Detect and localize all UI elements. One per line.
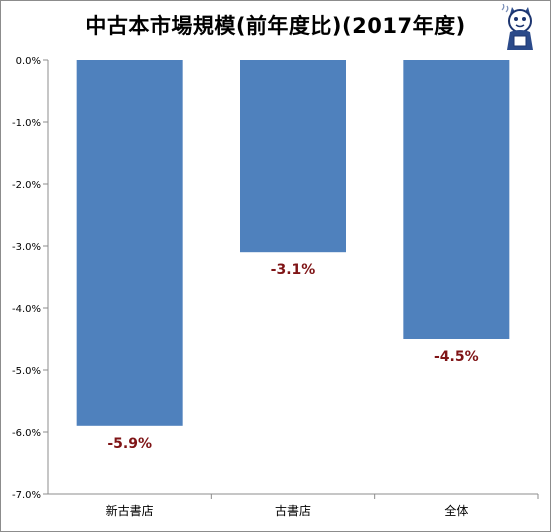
y-tick-label: -2.0% <box>12 180 41 191</box>
x-tick-label: 古書店 <box>275 503 311 518</box>
data-label: -5.9% <box>107 436 152 452</box>
x-tick-label: 全体 <box>444 503 468 518</box>
chart-title: 中古本市場規模(前年度比)(2017年度) <box>85 14 466 38</box>
data-label: -4.5% <box>434 349 479 365</box>
cat-mascot-icon <box>501 4 533 50</box>
data-label: -3.1% <box>271 262 316 278</box>
y-tick-label: -1.0% <box>12 118 41 129</box>
bar <box>403 60 510 339</box>
x-tick-label: 新古書店 <box>106 503 154 518</box>
y-tick-label: -4.0% <box>12 304 41 315</box>
bar <box>76 60 183 426</box>
y-tick-label: -6.0% <box>12 428 41 439</box>
y-tick-label: -7.0% <box>12 490 41 501</box>
y-tick-label: 0.0% <box>16 56 41 67</box>
y-tick-label: -3.0% <box>12 242 41 253</box>
bar <box>240 60 346 253</box>
y-tick-label: -5.0% <box>12 366 41 377</box>
